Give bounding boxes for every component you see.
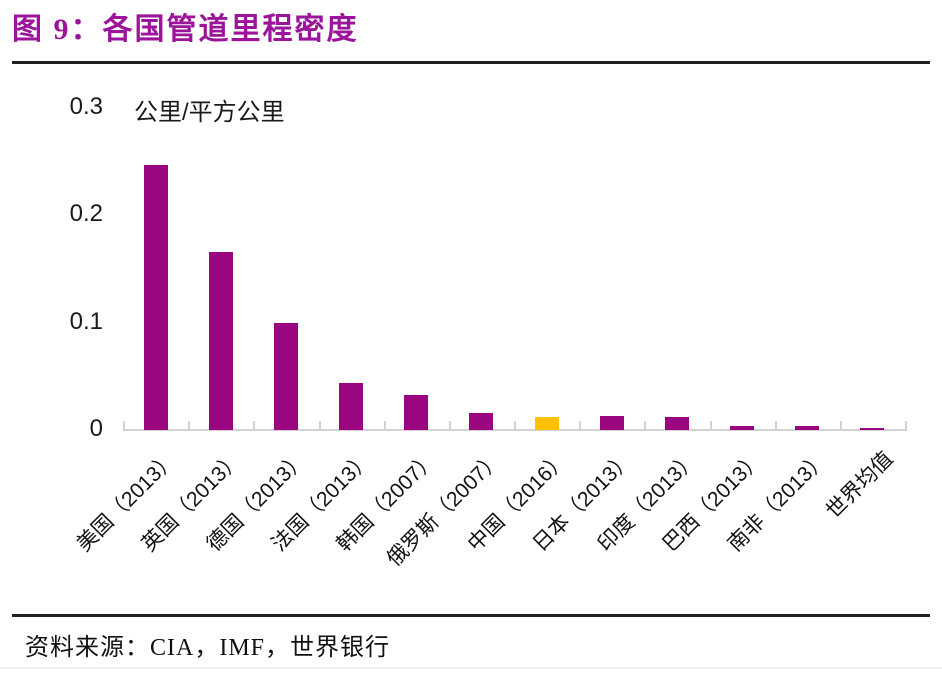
bar-8 bbox=[600, 416, 624, 430]
x-axis-tick bbox=[840, 421, 842, 431]
y-axis-tick-label: 0 bbox=[89, 415, 103, 442]
bar-5 bbox=[404, 395, 428, 430]
bar-10 bbox=[730, 426, 754, 430]
bar-2 bbox=[209, 252, 233, 430]
x-axis-tick bbox=[449, 421, 451, 431]
x-axis-category-label: 俄罗斯（2007） bbox=[383, 447, 507, 571]
x-axis-tick bbox=[514, 421, 516, 431]
x-axis-tick bbox=[579, 421, 581, 431]
x-axis-tick bbox=[188, 421, 190, 431]
x-axis-tick bbox=[123, 421, 125, 431]
y-axis-tick-label: 0.2 bbox=[69, 200, 103, 227]
y-axis-unit-label: 公里/平方公里 bbox=[134, 99, 285, 126]
x-axis-tick bbox=[710, 421, 712, 431]
figure-title: 图 9：各国管道里程密度 bbox=[12, 13, 359, 46]
x-axis-tick bbox=[775, 421, 777, 431]
footer-divider bbox=[12, 614, 930, 617]
bar-11 bbox=[795, 426, 819, 430]
bar-12 bbox=[860, 428, 884, 430]
bar-9 bbox=[665, 417, 689, 430]
page-bottom-divider bbox=[0, 667, 942, 669]
bar-7 bbox=[535, 417, 559, 430]
x-axis-tick bbox=[384, 421, 386, 431]
bar-6 bbox=[469, 413, 493, 430]
header-divider bbox=[12, 61, 930, 64]
x-axis-tick bbox=[319, 421, 321, 431]
source-note: 资料来源：CIA，IMF，世界银行 bbox=[25, 635, 391, 661]
x-axis-tick bbox=[644, 421, 646, 431]
x-axis-tick bbox=[905, 421, 907, 431]
bar-3 bbox=[274, 323, 298, 430]
bar-1 bbox=[144, 165, 168, 430]
x-axis-category-label: 世界均值 bbox=[821, 447, 898, 523]
x-axis-tick bbox=[253, 421, 255, 431]
y-axis-tick-label: 0.1 bbox=[69, 308, 103, 335]
bar-4 bbox=[339, 383, 363, 430]
y-axis-tick-label: 0.3 bbox=[69, 93, 103, 120]
